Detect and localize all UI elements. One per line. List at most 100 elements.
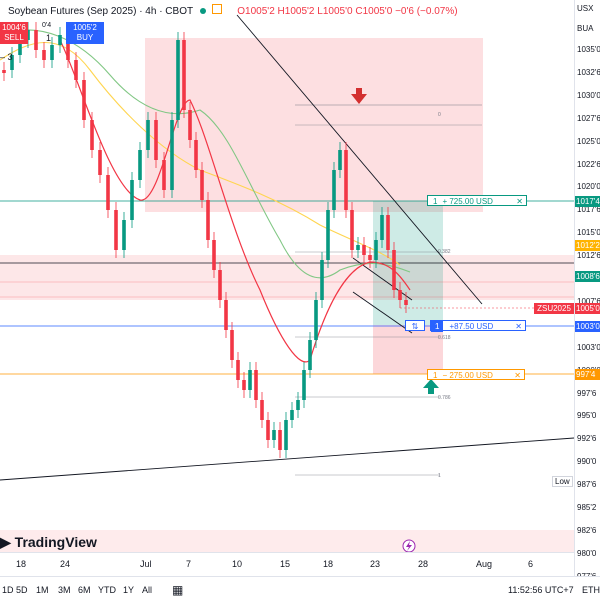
up-arrow-icon[interactable] bbox=[423, 379, 439, 394]
candle-body bbox=[138, 150, 142, 180]
price-tick: 1032'6 bbox=[577, 67, 600, 77]
candle-body bbox=[236, 360, 240, 380]
candle-body bbox=[338, 150, 342, 170]
candle-body bbox=[182, 40, 186, 110]
down-arrow-icon[interactable] bbox=[351, 88, 367, 104]
candle-body bbox=[380, 215, 384, 240]
candle-body bbox=[296, 400, 300, 410]
candle-body bbox=[146, 120, 150, 150]
calendar-icon[interactable]: ▦ bbox=[172, 583, 184, 597]
indicator-count: 3 bbox=[7, 52, 13, 62]
position-label[interactable]: 1 +87.50 USD ✕ bbox=[430, 320, 526, 332]
clock[interactable]: 11:52:56 UTC+7 bbox=[508, 585, 574, 595]
fib-0786-label: 0.786 bbox=[438, 395, 451, 401]
logo-text: TradingView bbox=[14, 534, 97, 550]
status-dot-icon bbox=[199, 8, 206, 14]
buy-button[interactable]: 1005'2 BUY bbox=[66, 22, 104, 44]
candle-body bbox=[188, 110, 192, 140]
candle-body bbox=[82, 80, 86, 120]
stop-loss-zone[interactable] bbox=[373, 325, 443, 374]
candle-body bbox=[162, 160, 166, 190]
channel-line[interactable] bbox=[352, 291, 413, 334]
time-tick: 7 bbox=[186, 559, 192, 569]
price-axis-label[interactable]: 997'4 bbox=[575, 369, 600, 380]
buy-label: BUY bbox=[76, 33, 94, 42]
price-tick: 1012'6 bbox=[577, 251, 600, 261]
session-label[interactable]: ETH bbox=[582, 585, 600, 595]
price-tick: 1022'6 bbox=[577, 159, 600, 169]
candle-body bbox=[10, 55, 14, 70]
flag-icon[interactable] bbox=[212, 4, 223, 14]
descending-trend-line[interactable] bbox=[236, 14, 483, 305]
candlestick-series[interactable] bbox=[2, 22, 408, 458]
range-button-5d[interactable]: 5D bbox=[16, 585, 28, 595]
ma-green-line[interactable] bbox=[0, 29, 411, 279]
take-profit-label[interactable]: 1 + 725.00 USD ✕ bbox=[427, 195, 527, 206]
range-button-1d[interactable]: 1D bbox=[2, 585, 14, 595]
ma-yellow-line[interactable] bbox=[0, 42, 401, 266]
candle-body bbox=[26, 30, 30, 40]
candle-body bbox=[90, 120, 94, 150]
spread-value: 0'4 bbox=[42, 22, 52, 29]
close-icon[interactable]: ✕ bbox=[515, 322, 522, 331]
symbol-title[interactable]: Soybean Futures (Sep 2025) · 4h · CBOT bbox=[8, 6, 193, 17]
range-button-1m[interactable]: 1M bbox=[36, 585, 49, 595]
stop-loss-label[interactable]: 1 − 275.00 USD ✕ bbox=[427, 369, 525, 380]
range-button-3m[interactable]: 3M bbox=[58, 585, 71, 595]
bottom-toolbar: 1D 5D 1M 3M 6M YTD 1Y All ▦ 11:52:56 UTC+7 ETH bbox=[0, 576, 600, 601]
range-button-all[interactable]: All bbox=[142, 585, 153, 595]
candle-body bbox=[66, 35, 70, 60]
candle-body bbox=[218, 270, 222, 300]
price-chart[interactable]: 0 0.382 0.618 0.786 1 bbox=[0, 0, 574, 552]
sell-price: 1004'6 bbox=[2, 23, 26, 32]
indicators-toggle[interactable]: – 3 bbox=[0, 52, 13, 62]
candle-body bbox=[2, 70, 6, 73]
candle-body bbox=[350, 210, 354, 250]
position-qty: 1 bbox=[431, 321, 444, 332]
price-axis-label[interactable]: 1003'0 bbox=[575, 321, 600, 332]
price-axis-label[interactable]: 1017'4 bbox=[575, 196, 600, 207]
candle-body bbox=[392, 250, 396, 290]
ascending-trend-line[interactable] bbox=[0, 437, 574, 481]
price-tick: 995'0 bbox=[577, 411, 597, 421]
open-value: O1005'2 bbox=[237, 6, 275, 17]
candle-body bbox=[290, 410, 294, 420]
high-value: H1005'2 bbox=[277, 6, 315, 17]
candle-body bbox=[176, 40, 180, 120]
time-tick: Aug bbox=[476, 559, 493, 569]
tv-logo-icon: ▶ bbox=[0, 534, 11, 550]
time-axis[interactable]: 18 24 Jul 7 10 15 18 23 28 Aug 6 bbox=[0, 552, 574, 575]
candle-body bbox=[74, 60, 78, 80]
close-icon[interactable]: ✕ bbox=[516, 197, 523, 206]
resistance-zone-rect[interactable] bbox=[0, 255, 574, 300]
close-value: C1005'0 bbox=[355, 6, 393, 17]
time-tick: 15 bbox=[280, 559, 291, 569]
range-button-ytd[interactable]: YTD bbox=[98, 585, 116, 595]
candle-body bbox=[254, 370, 258, 400]
currency-label[interactable]: USX bbox=[577, 4, 594, 13]
price-tick: 1027'6 bbox=[577, 113, 600, 123]
price-axis-label[interactable]: 1012'2 bbox=[575, 240, 600, 251]
price-tick: 1030'0 bbox=[577, 90, 600, 100]
price-axis-label[interactable]: 1005'0 bbox=[575, 303, 600, 314]
candle-body bbox=[106, 175, 110, 210]
candle-body bbox=[308, 340, 312, 370]
candle-body bbox=[194, 140, 198, 170]
low-value: L1005'0 bbox=[317, 6, 353, 17]
reverse-position-button[interactable]: ⇅ bbox=[405, 320, 425, 331]
candle-body bbox=[326, 210, 330, 260]
range-button-1y[interactable]: 1Y bbox=[123, 585, 135, 595]
time-tick: 24 bbox=[60, 559, 71, 569]
candle-body bbox=[242, 380, 246, 390]
tradingview-logo[interactable]: ▶ TradingView bbox=[0, 534, 97, 551]
candle-body bbox=[368, 255, 372, 260]
lightning-icon[interactable] bbox=[402, 539, 416, 552]
quantity-value[interactable]: 1 bbox=[46, 33, 52, 43]
range-button-6m[interactable]: 6M bbox=[78, 585, 91, 595]
sell-button[interactable]: 1004'6 SELL bbox=[0, 22, 28, 44]
price-axis-label[interactable]: 1008'6 bbox=[575, 271, 600, 282]
close-icon[interactable]: ✕ bbox=[514, 371, 521, 380]
price-axis[interactable]: USX BUA 1035'0 1032'6 1030'0 1027'6 1025'0 10… bbox=[574, 0, 600, 600]
change-value: −0'6 (−0.07%) bbox=[395, 6, 458, 17]
candle-body bbox=[302, 370, 306, 400]
